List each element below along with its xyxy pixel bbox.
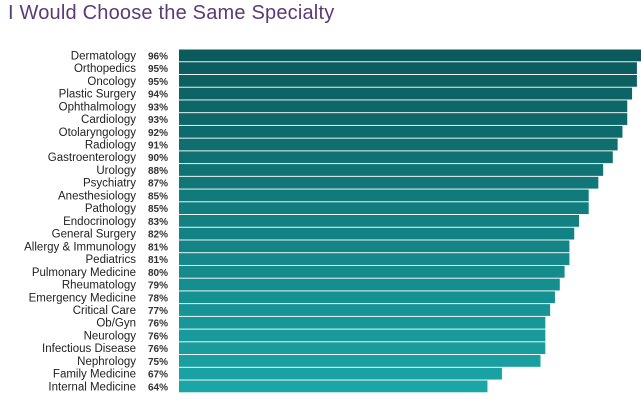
value-label: 93% xyxy=(148,102,168,113)
category-label: Infectious Disease xyxy=(42,343,136,355)
category-label: Allergy & Immunology xyxy=(24,241,136,253)
category-label: Urology xyxy=(96,165,136,177)
value-label: 85% xyxy=(148,191,168,202)
value-label: 94% xyxy=(148,90,168,101)
value-label: 85% xyxy=(148,204,168,215)
category-label: Critical Care xyxy=(73,305,136,317)
value-label: 80% xyxy=(148,268,168,279)
bar-ob-gyn xyxy=(179,316,546,329)
value-label: 76% xyxy=(148,331,168,342)
bar-pulmonary-medicine xyxy=(179,265,565,278)
value-label: 95% xyxy=(148,64,168,75)
bar-critical-care xyxy=(179,304,551,316)
value-label: 76% xyxy=(148,319,168,330)
bar-plastic-surgery xyxy=(179,87,633,100)
category-label: Otolaryngology xyxy=(59,127,137,139)
bar-gastroenterology xyxy=(179,151,613,164)
bar-cardiology xyxy=(179,113,628,125)
category-label: Oncology xyxy=(87,76,136,88)
category-label: Emergency Medicine xyxy=(29,292,136,304)
value-label: 79% xyxy=(148,281,168,292)
category-label: Pathology xyxy=(85,203,136,215)
value-label: 87% xyxy=(148,179,168,190)
bar-orthopedics xyxy=(179,62,637,75)
category-label: Cardiology xyxy=(81,114,136,126)
bar-pediatrics xyxy=(179,253,570,265)
value-label: 88% xyxy=(148,166,168,177)
bar-internal-medicine xyxy=(179,380,488,393)
value-label: 91% xyxy=(148,141,168,152)
category-label: Family Medicine xyxy=(53,369,136,381)
bar-anesthesiology xyxy=(179,189,589,202)
category-label: Plastic Surgery xyxy=(59,89,137,101)
bar-radiology xyxy=(179,138,618,151)
bar-neurology xyxy=(179,329,546,342)
category-label: Ophthalmology xyxy=(59,101,137,113)
value-label: 95% xyxy=(148,77,168,88)
chart-title: I Would Choose the Same Specialty xyxy=(8,2,335,24)
value-label: 90% xyxy=(148,153,168,164)
category-label: Endocrinology xyxy=(63,216,136,228)
category-label: General Surgery xyxy=(52,229,137,241)
value-label: 83% xyxy=(148,217,168,228)
bar-dermatology xyxy=(179,49,641,62)
bar-general-surgery xyxy=(179,227,575,240)
value-label: 78% xyxy=(148,293,168,304)
bar-allergy-immunology xyxy=(179,240,570,253)
value-label: 96% xyxy=(148,51,168,62)
bar-urology xyxy=(179,164,604,176)
value-label: 75% xyxy=(148,357,168,368)
category-label: Radiology xyxy=(85,140,136,152)
category-label: Pediatrics xyxy=(86,254,137,266)
bar-ophthalmology xyxy=(179,100,628,113)
category-label: Orthopedics xyxy=(74,63,136,75)
bar-oncology xyxy=(179,74,637,87)
bar-emergency-medicine xyxy=(179,291,555,304)
value-label: 81% xyxy=(148,255,168,266)
category-label: Gastroenterology xyxy=(48,152,136,164)
value-label: 77% xyxy=(148,306,168,317)
bar-rheumatology xyxy=(179,278,560,291)
category-label: Ob/Gyn xyxy=(96,318,136,330)
bar-psychiatry xyxy=(179,176,599,189)
value-label: 81% xyxy=(148,242,168,253)
category-label: Internal Medicine xyxy=(48,381,136,393)
category-label: Nephrology xyxy=(77,356,136,368)
category-label: Anesthesiology xyxy=(58,190,136,202)
category-label: Psychiatry xyxy=(83,178,136,190)
category-label: Rheumatology xyxy=(62,280,136,292)
category-label: Pulmonary Medicine xyxy=(32,267,136,279)
bar-infectious-disease xyxy=(179,342,546,355)
value-label: 92% xyxy=(148,128,168,139)
bar-endocrinology xyxy=(179,214,580,227)
bar-otolaryngology xyxy=(179,125,623,138)
category-label: Neurology xyxy=(84,330,137,342)
value-label: 64% xyxy=(148,382,168,393)
bar-pathology xyxy=(179,202,589,215)
category-label: Dermatology xyxy=(71,50,136,62)
bar-nephrology xyxy=(179,355,541,367)
value-label: 93% xyxy=(148,115,168,126)
bar-family-medicine xyxy=(179,367,502,380)
value-label: 76% xyxy=(148,344,168,355)
value-label: 67% xyxy=(148,370,168,381)
value-label: 82% xyxy=(148,230,168,241)
